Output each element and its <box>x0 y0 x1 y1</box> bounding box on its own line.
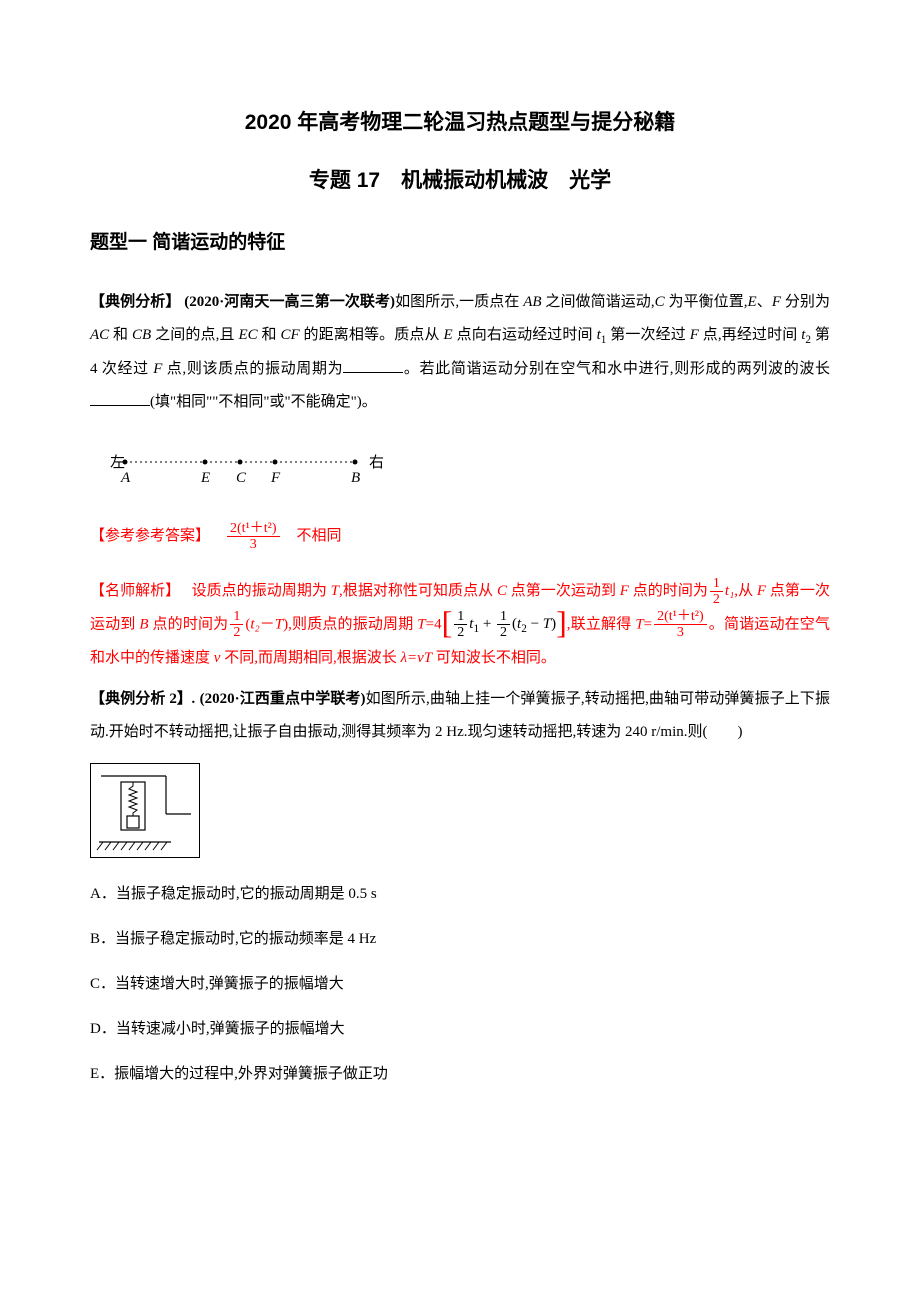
t: 之间做简谐运动, <box>542 294 655 310</box>
t: 。若此简谐运动分别在空气和水中进行,则形成的两列波的波长 <box>403 361 830 377</box>
t1: t₁ <box>725 583 734 599</box>
svg-text:A: A <box>120 470 131 486</box>
option-d: D．当转速减小时,弹簧振子的振幅增大 <box>90 1013 830 1046</box>
t: 点的时间为 <box>629 583 708 599</box>
Tvar: T <box>417 616 425 632</box>
example1-source: (2020·河南天一高三第一次联考) <box>184 294 395 310</box>
t: 点,则该质点的振动周期为 <box>162 361 343 377</box>
t: 和 <box>258 327 281 343</box>
t: 的距离相等。质点从 <box>300 327 444 343</box>
frac-den: 3 <box>227 537 280 552</box>
answer-text: 不相同 <box>297 528 342 544</box>
n: 1 <box>497 609 510 625</box>
answer-label: 【参考参考答案】 <box>90 528 210 544</box>
example1-text: 【典例分析】 (2020·河南天一高三第一次联考)如图所示,一质点在 AB 之间… <box>90 286 830 419</box>
svg-text:C: C <box>236 470 247 486</box>
example2-label: 【典例分析 2】 <box>90 691 192 707</box>
t: 第一次经过 <box>606 327 689 343</box>
svg-text:B: B <box>351 470 360 486</box>
t: ,根据对称性可知质点从 <box>339 583 497 599</box>
n: 1 <box>230 609 243 625</box>
Tvar: T <box>635 616 643 632</box>
n: 1 <box>454 609 467 625</box>
d: 2 <box>454 625 467 640</box>
sub-title: 专题 17 机械振动机械波 光学 <box>90 158 830 204</box>
t: ,则质点的振动周期 <box>288 616 417 632</box>
svg-text:右: 右 <box>369 454 384 471</box>
t: 设质点的振动周期为 <box>192 583 331 599</box>
t: 可知波长不相同。 <box>432 650 556 666</box>
Tvar: T <box>275 616 283 632</box>
d: 2 <box>230 625 243 640</box>
main-title: 2020 年高考物理二轮温习热点题型与提分秘籍 <box>90 100 830 146</box>
t: (填"相同""不相同"或"不能确定")。 <box>150 394 377 410</box>
blank-2 <box>90 391 150 406</box>
svg-text:E: E <box>200 470 210 486</box>
t: 分别为 <box>781 294 830 310</box>
t2: t₂ <box>250 616 259 632</box>
option-b: B．当振子稳定振动时,它的振动频率是 4 Hz <box>90 923 830 956</box>
example2-text: 【典例分析 2】. (2020·江西重点中学联考)如图所示,曲轴上挂一个弹簧振子… <box>90 683 830 749</box>
d: 3 <box>654 625 707 640</box>
t: =4 <box>426 616 442 632</box>
t: 不同,而周期相同,根据波长 <box>220 650 400 666</box>
period: . <box>192 691 196 707</box>
lambda: λ=vT <box>400 650 432 666</box>
options-list: A．当振子稳定振动时,它的振动周期是 0.5 s B．当振子稳定振动时,它的振动… <box>90 878 830 1091</box>
frac-num: 2(t¹＋t²) <box>227 521 280 537</box>
t: 点向右运动经过时间 <box>453 327 597 343</box>
section-heading: 题型一 简谐运动的特征 <box>90 222 830 264</box>
t: 点,再经过时间 <box>699 327 801 343</box>
blank-1 <box>343 358 403 373</box>
d: 2 <box>497 625 510 640</box>
t: 和 <box>109 327 132 343</box>
option-c: C．当转速增大时,弹簧振子的振幅增大 <box>90 968 830 1001</box>
explanation-text: 【名师解析】 设质点的振动周期为 T,根据对称性可知质点从 C 点第一次运动到 … <box>90 575 830 675</box>
n: 1 <box>710 576 723 592</box>
t: 如图所示,一质点在 <box>395 294 523 310</box>
t: ,联立解得 <box>567 616 636 632</box>
diagram-line-points: 左AECFB右 <box>110 447 830 492</box>
t: 之间的点,且 <box>151 327 238 343</box>
t: ,从 <box>734 583 757 599</box>
minus: － <box>260 616 275 632</box>
option-a: A．当振子稳定振动时,它的振动周期是 0.5 s <box>90 878 830 911</box>
n: 2(t¹＋t²) <box>654 609 707 625</box>
explain-label: 【名师解析】 <box>90 583 180 599</box>
t: 点第一次运动到 <box>507 583 620 599</box>
t: 点的时间为 <box>149 616 229 632</box>
svg-text:F: F <box>270 470 281 486</box>
answer-block: 【参考参考答案】 2(t¹＋t²) 3 不相同 <box>90 520 830 553</box>
diagram-spring-crank <box>90 763 200 858</box>
example2-source: (2020·江西重点中学联考) <box>200 691 366 707</box>
option-e: E．振幅增大的过程中,外界对弹簧振子做正功 <box>90 1058 830 1091</box>
answer-fraction: 2(t¹＋t²) 3 <box>227 521 280 553</box>
d: 2 <box>710 592 723 607</box>
example1-label: 【典例分析】 <box>90 294 180 310</box>
t: 为平衡位置, <box>665 294 748 310</box>
